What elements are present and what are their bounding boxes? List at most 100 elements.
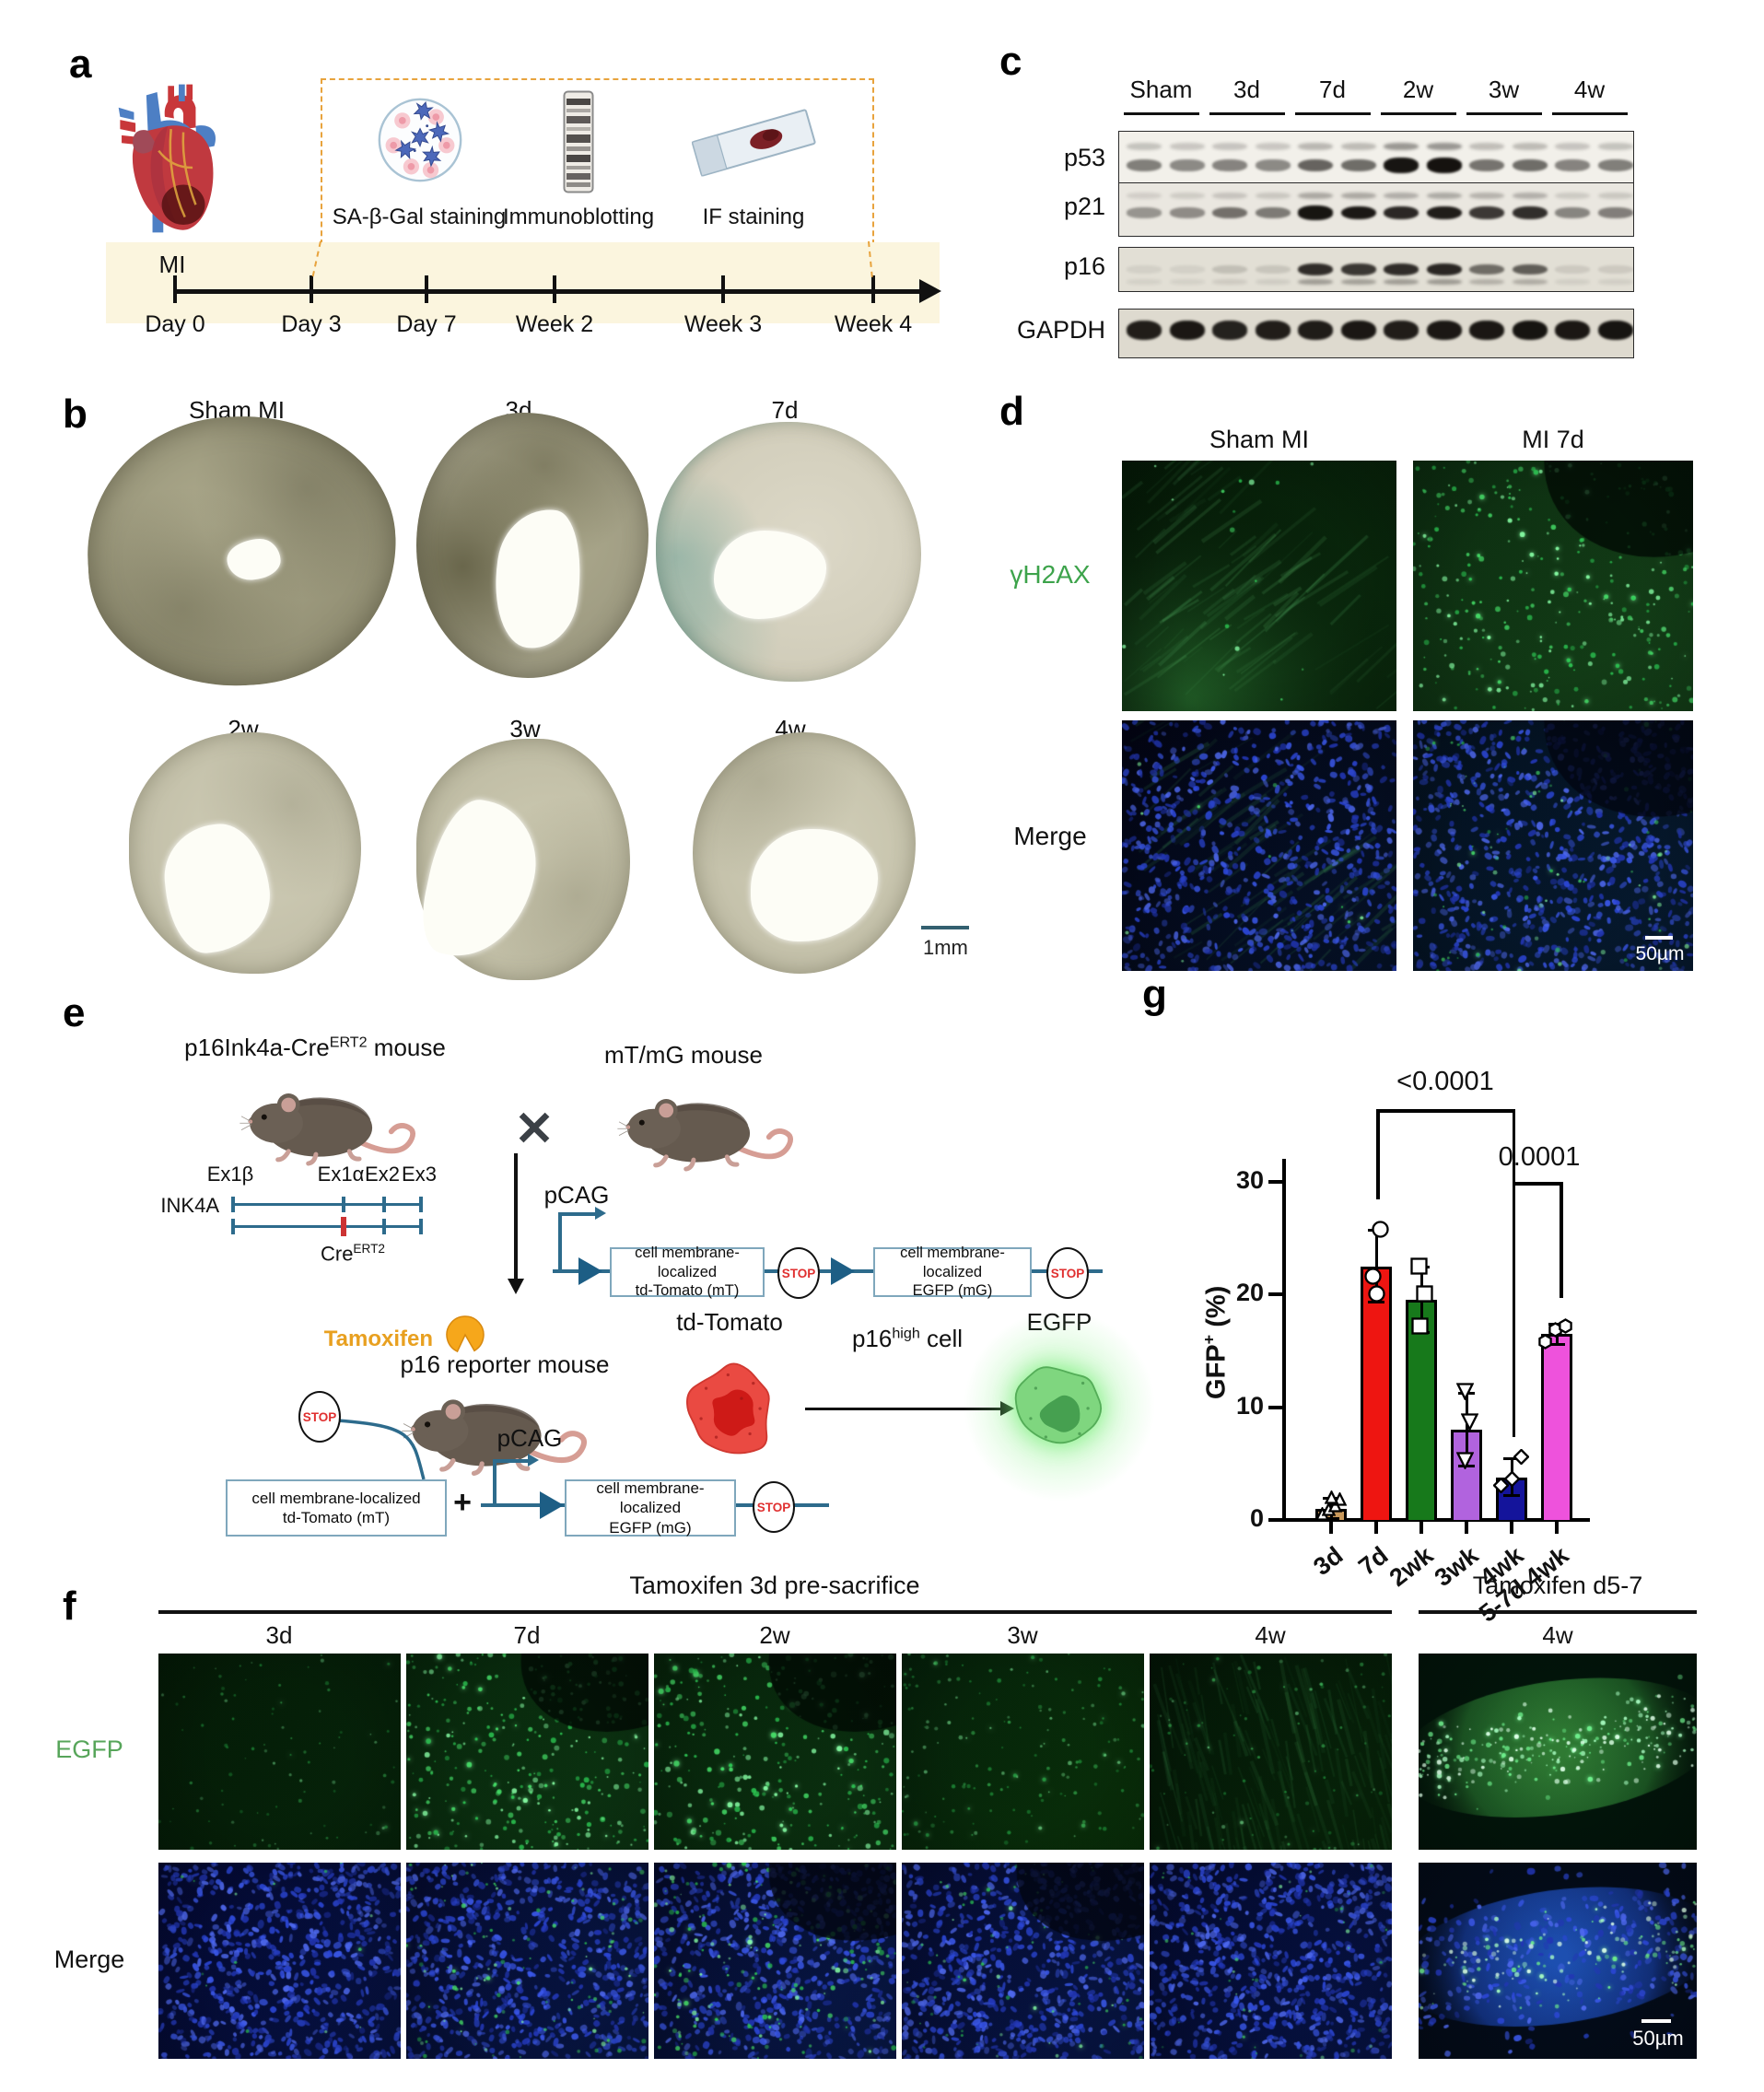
blot-band-faint bbox=[1597, 143, 1633, 150]
g-data-point bbox=[1363, 1268, 1382, 1285]
blot-band bbox=[1384, 321, 1419, 340]
g-y-tick-label: 10 bbox=[1235, 1391, 1264, 1420]
panel-c-letter: c bbox=[999, 39, 1022, 84]
blot-band bbox=[1127, 265, 1162, 274]
stop-text: STOP bbox=[756, 1500, 791, 1514]
panel-g-letter: g bbox=[1142, 972, 1167, 1017]
blot-band bbox=[1469, 158, 1505, 172]
blot-band-faint bbox=[1512, 193, 1548, 199]
g-bar-7d bbox=[1361, 1266, 1392, 1520]
timeline-tick bbox=[720, 275, 726, 303]
micrograph-f-merge-3d bbox=[158, 1863, 401, 2059]
p16high-base: p16 bbox=[851, 1325, 893, 1352]
blot-band-faint bbox=[1340, 193, 1376, 199]
g-data-point bbox=[1460, 1413, 1478, 1432]
blot-band bbox=[1597, 207, 1633, 218]
g-sig-bracket-line bbox=[1512, 1109, 1515, 1437]
gene-box-text: cell membrane-localized bbox=[596, 1479, 705, 1517]
stop-text: STOP bbox=[302, 1409, 337, 1424]
heart-section-3w bbox=[414, 739, 630, 980]
micrograph-f-egfp-3w bbox=[902, 1654, 1144, 1850]
blot-band bbox=[1384, 263, 1419, 276]
blot-group-underline bbox=[1551, 112, 1628, 115]
micrograph-f-egfp-7d bbox=[406, 1654, 648, 1850]
promoter-arrow-2 bbox=[493, 1459, 496, 1505]
heart-section-7d bbox=[656, 422, 921, 682]
p16high-cell-label: p16high cell bbox=[852, 1325, 963, 1353]
blot-band-faint bbox=[1212, 143, 1248, 150]
f-col-label-7d: 7d bbox=[513, 1621, 541, 1649]
blot-group-underline bbox=[1209, 112, 1285, 115]
blot-band-faint bbox=[1555, 279, 1591, 285]
blot-band-faint bbox=[1169, 143, 1205, 150]
g-sig-label: 0.0001 bbox=[1498, 1142, 1581, 1172]
blot-group-label: Sham bbox=[1129, 76, 1193, 103]
method-label-immunoblot: Immunoblotting bbox=[502, 205, 655, 229]
heart-section-3d bbox=[416, 413, 648, 678]
blot-band-faint bbox=[1384, 143, 1419, 150]
g-y-tick-label: 20 bbox=[1235, 1279, 1264, 1307]
g-error-cap bbox=[1323, 1517, 1339, 1521]
ventricle-cavity bbox=[750, 828, 878, 941]
f-scale-bar-label: 50µm bbox=[1632, 2027, 1684, 2050]
blot-band bbox=[1555, 320, 1591, 341]
micrograph-f-merge-4w-d57 bbox=[1419, 1863, 1697, 2059]
blot-band bbox=[1255, 321, 1291, 340]
g-y-tick bbox=[1268, 1518, 1282, 1522]
tdtomato-cell-icon bbox=[672, 1345, 790, 1474]
micrograph-f-egfp-4w-d57 bbox=[1419, 1654, 1697, 1850]
blot-band bbox=[1212, 159, 1248, 171]
e-left-title-rest: mouse bbox=[367, 1034, 446, 1061]
timeline-arrowhead-icon bbox=[919, 279, 941, 303]
blot-band-faint bbox=[1469, 143, 1505, 150]
blot-band-faint bbox=[1384, 193, 1419, 199]
gene-box-text: EGFP (mG) bbox=[912, 1282, 993, 1300]
e-left-title-sup: ERT2 bbox=[329, 1034, 368, 1051]
stop-cassette-2: STOP bbox=[1046, 1247, 1089, 1299]
e-left-mouse-title: p16Ink4a-CreERT2 mouse bbox=[184, 1034, 446, 1062]
g-data-point bbox=[1491, 1476, 1510, 1494]
blot-band bbox=[1255, 207, 1291, 218]
micrograph-d-gh2ax-sham bbox=[1122, 461, 1396, 711]
blot-band-faint bbox=[1555, 193, 1591, 199]
blot-band bbox=[1212, 265, 1248, 274]
timeline-tick bbox=[172, 275, 178, 303]
blot-row-label: p21 bbox=[1063, 192, 1105, 220]
exon-tick bbox=[231, 1219, 235, 1234]
g-error-cap bbox=[1548, 1342, 1565, 1346]
g-x-tick bbox=[1374, 1522, 1378, 1534]
micrograph-d-gh2ax-mi7d bbox=[1413, 461, 1693, 711]
ventricle-cavity bbox=[226, 538, 282, 582]
g-bar-5-7d 4wk bbox=[1541, 1334, 1572, 1520]
g-sig-label: <0.0001 bbox=[1396, 1067, 1494, 1096]
p16-cre-mouse-icon bbox=[239, 1070, 416, 1174]
timeline-tick bbox=[424, 275, 429, 303]
gene-box-text: td-Tomato (mT) bbox=[282, 1509, 391, 1526]
blot-band bbox=[1340, 320, 1376, 341]
g-data-point bbox=[1410, 1317, 1429, 1335]
g-x-axis bbox=[1282, 1518, 1590, 1522]
panel-b-letter: b bbox=[63, 392, 88, 437]
stop-cassette-1: STOP bbox=[777, 1247, 820, 1299]
construct-line-1 bbox=[553, 1269, 1103, 1273]
b-col-label-7d: 7d bbox=[771, 396, 799, 424]
tamoxifen-pacman-icon bbox=[444, 1314, 486, 1356]
g-sig-bracket-line bbox=[1512, 1182, 1563, 1186]
g-data-point bbox=[1558, 1318, 1573, 1334]
timeline-tick-label: Week 4 bbox=[834, 311, 913, 337]
stop-text: STOP bbox=[1050, 1266, 1085, 1280]
promoter-arrow-2-h bbox=[493, 1459, 528, 1463]
blot-group-underline bbox=[1123, 112, 1199, 115]
method-label-if: IF staining bbox=[702, 205, 805, 229]
g-y-axis-title: GFP+ (%) bbox=[1200, 1204, 1232, 1480]
blot-band bbox=[1255, 265, 1291, 274]
heart-section-2w bbox=[129, 732, 361, 974]
blot-band bbox=[1555, 265, 1591, 274]
blot-band bbox=[1426, 205, 1462, 220]
exon-label-ex3: Ex3 bbox=[402, 1163, 437, 1186]
g-data-point bbox=[1502, 1470, 1521, 1489]
f-col-label-3w: 3w bbox=[1007, 1621, 1038, 1649]
blot-band bbox=[1469, 206, 1505, 219]
b-col-label-3w: 3w bbox=[509, 715, 541, 742]
g-x-tick bbox=[1329, 1522, 1333, 1534]
